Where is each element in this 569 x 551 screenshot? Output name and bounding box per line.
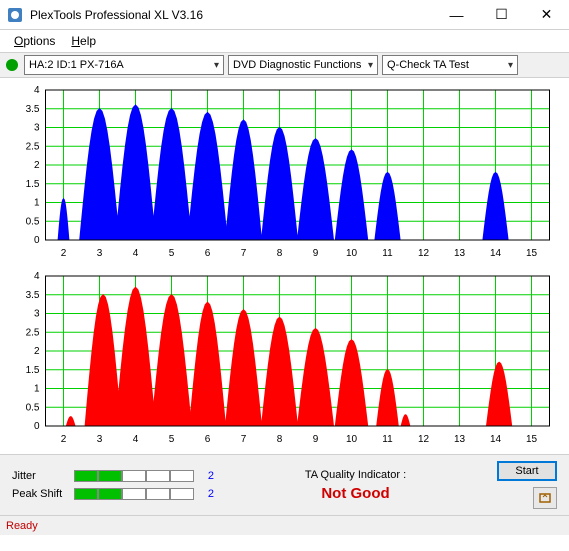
- svg-text:2: 2: [34, 160, 40, 171]
- jitter-row: Jitter 2: [12, 470, 214, 482]
- svg-text:3.5: 3.5: [26, 290, 40, 301]
- ta-quality-value: Not Good: [222, 485, 489, 502]
- svg-text:3: 3: [34, 309, 40, 320]
- jitter-value: 2: [200, 470, 214, 482]
- svg-text:1: 1: [34, 384, 40, 395]
- bar-segment: [146, 470, 170, 482]
- maximize-button[interactable]: ☐: [479, 0, 524, 29]
- bar-segment: [74, 488, 98, 500]
- bar-segment: [146, 488, 170, 500]
- svg-text:1.5: 1.5: [26, 365, 40, 376]
- svg-text:5: 5: [169, 248, 175, 259]
- svg-text:6: 6: [205, 248, 211, 259]
- svg-text:11: 11: [382, 248, 393, 259]
- peakshift-bars: [74, 488, 194, 500]
- svg-text:12: 12: [418, 434, 430, 445]
- bar-segment: [98, 470, 122, 482]
- svg-text:2: 2: [61, 248, 67, 259]
- function-group-select[interactable]: DVD Diagnostic Functions: [228, 55, 378, 75]
- svg-text:10: 10: [346, 434, 358, 445]
- svg-text:2: 2: [61, 434, 67, 445]
- svg-text:7: 7: [241, 248, 247, 259]
- svg-text:5: 5: [169, 434, 175, 445]
- svg-text:0: 0: [34, 421, 40, 432]
- svg-text:3: 3: [97, 248, 103, 259]
- bar-segment: [122, 488, 146, 500]
- svg-text:15: 15: [526, 434, 538, 445]
- app-icon: [6, 6, 24, 24]
- jitter-label: Jitter: [12, 470, 68, 482]
- svg-text:4: 4: [34, 271, 40, 282]
- chart-area: 2345678910111213141500.511.522.533.54 23…: [0, 78, 569, 448]
- svg-text:8: 8: [277, 434, 283, 445]
- ta-quality-label: TA Quality Indicator :: [222, 469, 489, 481]
- svg-text:4: 4: [133, 248, 139, 259]
- bar-segment: [98, 488, 122, 500]
- svg-text:0.5: 0.5: [26, 402, 40, 413]
- svg-text:2.5: 2.5: [26, 327, 40, 338]
- svg-text:14: 14: [490, 248, 502, 259]
- bar-segment: [170, 470, 194, 482]
- record-icon: [4, 57, 20, 73]
- svg-text:10: 10: [346, 248, 358, 259]
- svg-text:4: 4: [133, 434, 139, 445]
- svg-text:0: 0: [34, 235, 40, 246]
- titlebar: PlexTools Professional XL V3.16 — ☐ ✕: [0, 0, 569, 30]
- statusbar: Ready: [0, 515, 569, 535]
- svg-text:1: 1: [34, 198, 40, 209]
- chart-top: 2 3 4 5 6 7 8 9 10 11 12 13 14 15 0 0.5 1 1.5 2 2.5 3 3.5 4: [8, 82, 561, 262]
- bar-segment: [122, 470, 146, 482]
- jitter-bars: [74, 470, 194, 482]
- svg-text:6: 6: [205, 434, 211, 445]
- peakshift-value: 2: [200, 488, 214, 500]
- svg-text:8: 8: [277, 248, 283, 259]
- peakshift-label: Peak Shift: [12, 488, 68, 500]
- svg-text:3.5: 3.5: [26, 104, 40, 115]
- svg-text:14: 14: [490, 434, 502, 445]
- minimize-button[interactable]: —: [434, 0, 479, 29]
- svg-text:13: 13: [454, 434, 466, 445]
- svg-text:3: 3: [97, 434, 103, 445]
- svg-text:9: 9: [313, 248, 319, 259]
- svg-text:15: 15: [526, 248, 538, 259]
- svg-text:3: 3: [34, 123, 40, 134]
- window-controls: — ☐ ✕: [434, 0, 569, 29]
- bar-segment: [170, 488, 194, 500]
- close-button[interactable]: ✕: [524, 0, 569, 29]
- menubar: Options Help: [0, 30, 569, 52]
- action-buttons: Start: [497, 461, 557, 509]
- svg-text:12: 12: [418, 248, 430, 259]
- function-select[interactable]: Q-Check TA Test: [382, 55, 518, 75]
- peakshift-row: Peak Shift 2: [12, 488, 214, 500]
- quality-bars: Jitter 2 Peak Shift 2: [12, 470, 214, 500]
- bottom-panel: Jitter 2 Peak Shift 2 TA Quality Indicat…: [0, 454, 569, 515]
- svg-text:9: 9: [313, 434, 319, 445]
- toolbar: HA:2 ID:1 PX-716A DVD Diagnostic Functio…: [0, 52, 569, 78]
- svg-text:2: 2: [34, 346, 40, 357]
- svg-text:1.5: 1.5: [26, 179, 40, 190]
- svg-text:2.5: 2.5: [26, 141, 40, 152]
- svg-text:7: 7: [241, 434, 247, 445]
- chart-bottom: 2 3 4 5 6 7 8 9 10 11 12 13 14 15 0 0.5 1 1.5 2 2.5 3 3.5 4: [8, 268, 561, 448]
- menu-help[interactable]: Help: [63, 32, 104, 50]
- start-button[interactable]: Start: [497, 461, 557, 481]
- bar-segment: [74, 470, 98, 482]
- svg-text:11: 11: [382, 434, 393, 445]
- export-icon: [538, 491, 552, 505]
- menu-options[interactable]: Options: [6, 32, 63, 50]
- svg-text:13: 13: [454, 248, 466, 259]
- status-text: Ready: [6, 520, 38, 532]
- export-button[interactable]: [533, 487, 557, 509]
- ta-quality: TA Quality Indicator : Not Good: [222, 469, 489, 502]
- device-select[interactable]: HA:2 ID:1 PX-716A: [24, 55, 224, 75]
- window-title: PlexTools Professional XL V3.16: [30, 8, 434, 22]
- svg-text:0.5: 0.5: [26, 216, 40, 227]
- svg-text:4: 4: [34, 85, 40, 96]
